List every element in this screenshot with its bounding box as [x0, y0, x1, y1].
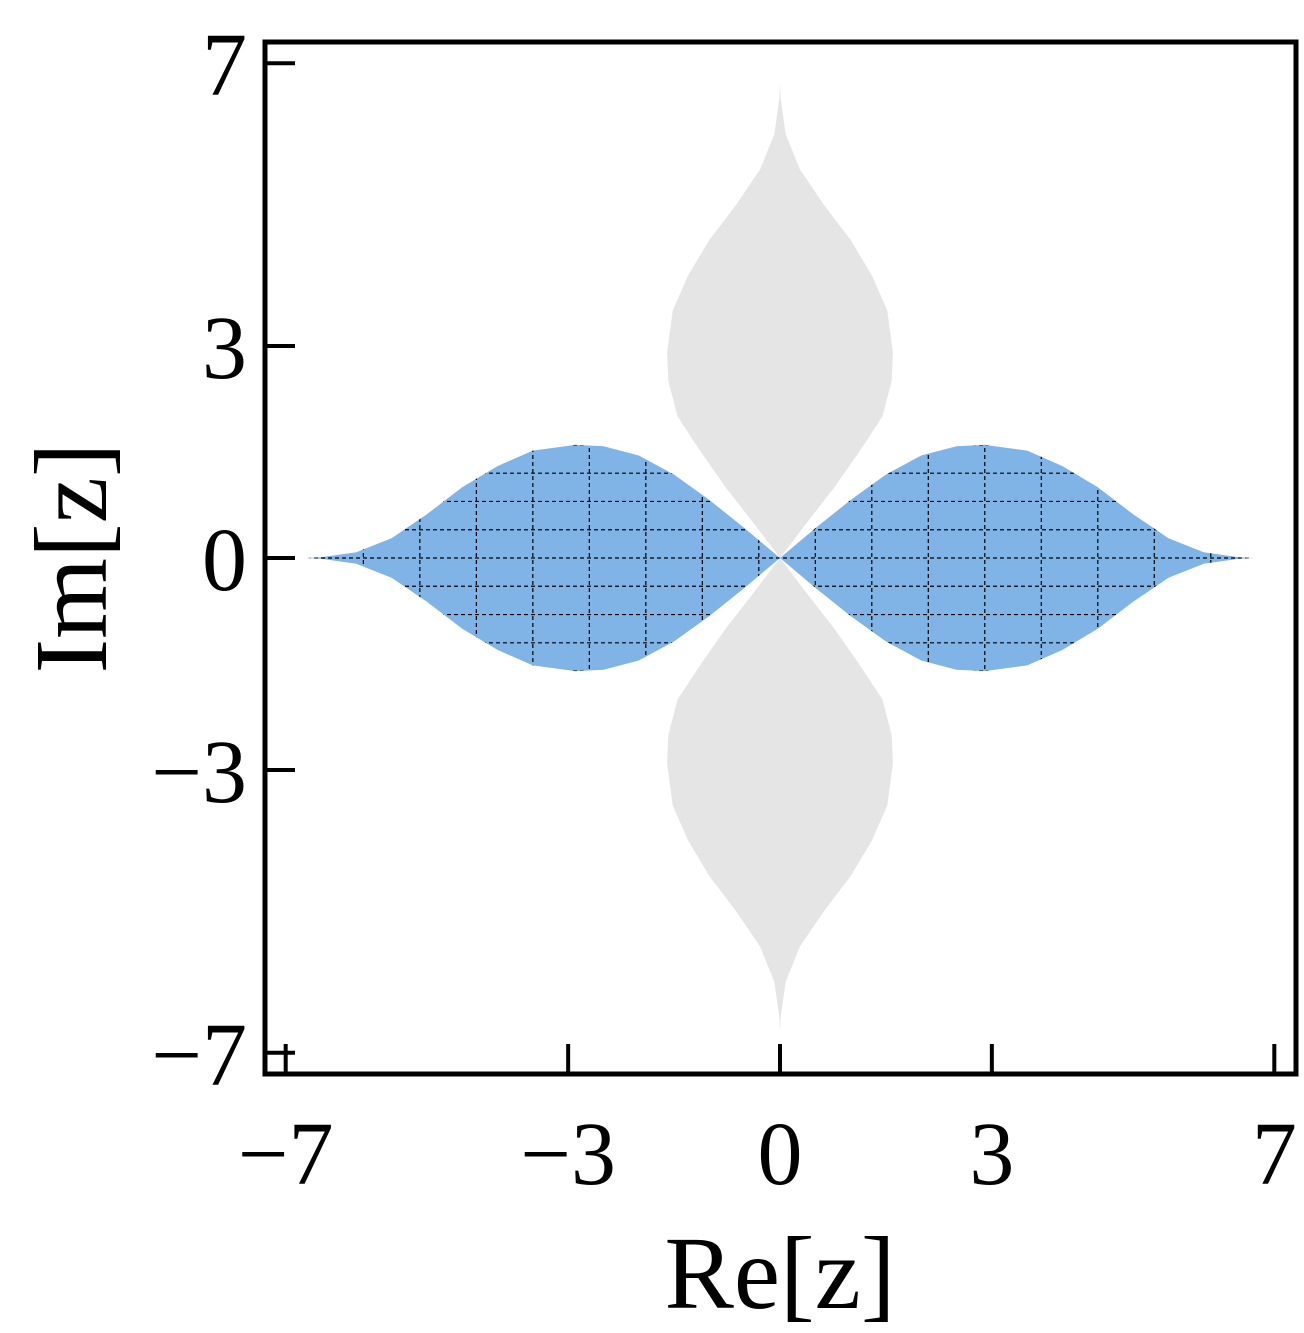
x-tick-label: 3 [969, 1105, 1014, 1204]
x-ticks [283, 1044, 1277, 1074]
y-tick-label: 3 [202, 299, 247, 398]
x-tick-label: −3 [520, 1105, 616, 1204]
x-tick-label: −7 [238, 1105, 334, 1204]
y-tick-label: 0 [202, 511, 247, 610]
y-tick-label: −3 [151, 723, 247, 822]
vertical-region [667, 84, 893, 1032]
x-tick-label: 7 [1252, 1105, 1297, 1204]
plot-area [306, 84, 1254, 1032]
y-ticks [265, 61, 295, 1055]
y-axis-label: Im[z] [14, 443, 129, 674]
x-tick-label: 0 [758, 1105, 803, 1204]
y-tick-labels: −7 −3 0 3 7 [151, 16, 247, 1105]
x-tick-labels: −7 −3 0 3 7 [238, 1105, 1297, 1204]
x-axis-label: Re[z] [665, 1216, 896, 1331]
y-tick-label: −7 [151, 1006, 247, 1105]
y-tick-label: 7 [202, 16, 247, 115]
